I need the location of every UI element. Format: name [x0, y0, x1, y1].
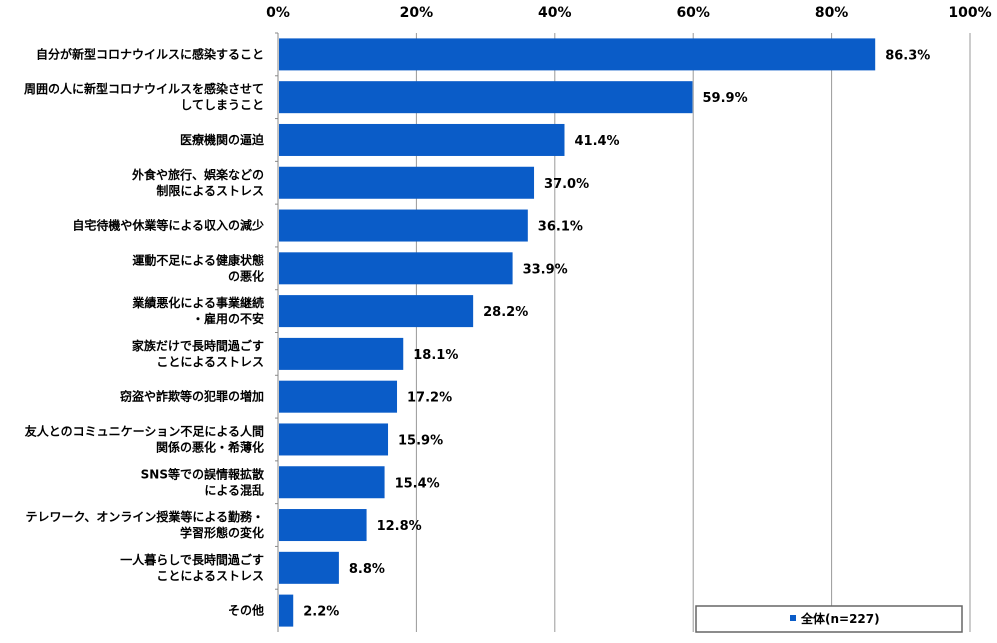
category-label: 自分が新型コロナウイルスに感染すること: [36, 46, 264, 61]
category-label-line: ことによるストレス: [156, 569, 264, 583]
data-label: 12.8%: [377, 519, 422, 534]
category-labels: 自分が新型コロナウイルスに感染すること周囲の人に新型コロナウイルスを感染させてし…: [24, 46, 265, 617]
category-label: 自宅待機や休業等による収入の減少: [72, 218, 264, 233]
legend: 全体(n=227): [695, 605, 963, 633]
data-label: 2.2%: [303, 605, 339, 620]
bar: [279, 466, 385, 499]
category-label-line: の悪化: [228, 268, 264, 283]
data-label: 86.3%: [885, 48, 930, 63]
category-label-line: してしまうこと: [180, 98, 264, 112]
category-label-line: 学習形態の変化: [180, 525, 264, 540]
category-label-line: 周囲の人に新型コロナウイルスを感染させて: [24, 81, 264, 96]
bar: [279, 123, 565, 156]
category-label: SNS等での誤情報拡散による混乱: [141, 466, 265, 497]
bar: [279, 423, 389, 456]
category-label-line: 業績悪化による事業継続: [131, 295, 264, 310]
x-tick-label: 40%: [538, 5, 572, 21]
category-label-line: 外食や旅行、娯楽などの: [132, 167, 264, 182]
value-labels: 86.3% 59.9% 41.4% 37.0% 36.1% 33.9% 28.2% 18.1%…: [303, 48, 930, 619]
category-label-line: テレワーク、オンライン授業等による勤務・: [25, 509, 264, 524]
category-label-line: 運動不足による健康状態: [132, 252, 264, 267]
category-label: 外食や旅行、娯楽などの制限によるストレス: [132, 167, 264, 198]
category-label-line: 家族だけで長時間過ごす: [132, 338, 264, 353]
data-label: 15.9%: [398, 433, 443, 448]
bar: [279, 509, 367, 542]
category-label-line: その他: [228, 603, 264, 618]
category-label-line: 友人とのコミュニケーション不足による人間: [24, 423, 264, 438]
bar: [279, 380, 398, 413]
legend-swatch: [790, 615, 796, 621]
data-label: 18.1%: [413, 348, 458, 363]
grid-lines: [275, 32, 971, 632]
data-label: 37.0%: [544, 177, 589, 192]
category-label-line: ことによるストレス: [156, 355, 264, 369]
data-label: 36.1%: [538, 220, 583, 235]
category-label: 業績悪化による事業継続・雇用の不安: [131, 295, 264, 326]
bar: [279, 38, 876, 71]
category-label: 医療機関の逼迫: [180, 132, 265, 147]
legend-box: [695, 605, 963, 633]
data-label: 33.9%: [523, 262, 568, 277]
data-label: 59.9%: [703, 91, 748, 106]
category-label: 友人とのコミュニケーション不足による人間関係の悪化・希薄化: [24, 423, 264, 454]
x-tick-label: 20%: [400, 5, 434, 21]
category-label: テレワーク、オンライン授業等による勤務・学習形態の変化: [25, 509, 264, 540]
category-label-line: 関係の悪化・希薄化: [156, 439, 264, 454]
x-tick-label: 100%: [948, 5, 991, 21]
category-label-line: SNS等での誤情報拡散: [141, 466, 265, 481]
bar: [279, 81, 693, 114]
bar: [279, 209, 528, 242]
category-label-line: 制限によるストレス: [156, 183, 264, 198]
data-label: 41.4%: [574, 134, 619, 149]
category-label-line: による混乱: [204, 482, 264, 497]
bar: [279, 594, 294, 627]
category-label-line: 自宅待機や休業等による収入の減少: [72, 218, 264, 233]
category-label: 運動不足による健康状態の悪化: [132, 252, 264, 283]
category-label: 家族だけで長時間過ごすことによるストレス: [132, 338, 264, 369]
bar: [279, 252, 513, 285]
category-label-line: ・雇用の不安: [192, 311, 264, 326]
category-label-line: 窃盗や詐欺等の犯罪の増加: [120, 389, 264, 404]
category-label: 周囲の人に新型コロナウイルスを感染させてしてしまうこと: [24, 81, 264, 112]
category-label-line: 自分が新型コロナウイルスに感染すること: [36, 46, 264, 61]
data-label: 8.8%: [349, 562, 385, 577]
x-axis-ticks: 0% 20% 40% 60% 80% 100%: [266, 5, 992, 21]
data-label: 15.4%: [395, 476, 440, 491]
category-label-line: 医療機関の逼迫: [180, 132, 265, 147]
x-tick-label: 80%: [815, 5, 849, 21]
bar: [279, 295, 474, 328]
bar: [279, 166, 535, 199]
category-label: 一人暮らしで長時間過ごすことによるストレス: [120, 552, 264, 583]
category-label: 窃盗や詐欺等の犯罪の増加: [120, 389, 264, 404]
category-label-line: 一人暮らしで長時間過ごす: [120, 552, 264, 567]
x-tick-label: 60%: [676, 5, 710, 21]
legend-label: 全体(n=227): [800, 611, 880, 626]
x-tick-label: 0%: [266, 5, 290, 21]
category-label: その他: [228, 603, 264, 618]
bar: [279, 551, 339, 584]
bars: [279, 38, 876, 627]
bar: [279, 337, 404, 370]
data-label: 28.2%: [483, 305, 528, 320]
data-label: 17.2%: [407, 391, 452, 406]
